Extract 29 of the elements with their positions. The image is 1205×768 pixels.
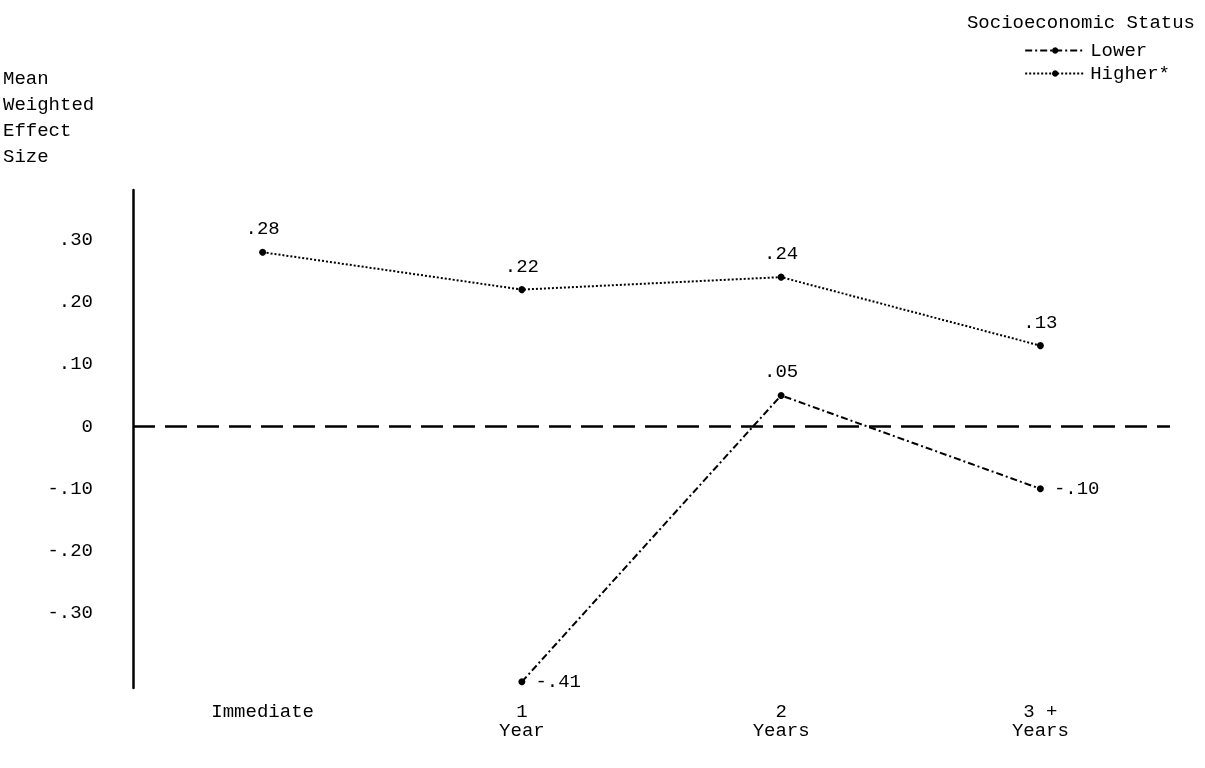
data-label: -.41 <box>535 670 581 693</box>
y-tick-label: 0 <box>81 415 93 438</box>
point <box>1036 485 1044 493</box>
legend-label: Higher* <box>1090 62 1171 85</box>
x-tick-label: 2 Years <box>752 700 810 742</box>
point <box>1036 342 1044 350</box>
y-tick-label: -.10 <box>47 477 93 500</box>
legend-title: Socioeconomic Status <box>966 11 1196 34</box>
legend-label: Lower <box>1090 39 1148 62</box>
y-tick-label: .10 <box>58 353 93 376</box>
data-label: .13 <box>1023 311 1058 334</box>
y-tick-label: .30 <box>58 228 93 251</box>
data-label: .22 <box>504 255 539 278</box>
y-axis-title: Mean Weighted Effect Size <box>3 68 95 168</box>
y-tick-label: -.30 <box>47 602 93 625</box>
point <box>518 286 526 294</box>
x-tick-label: Immediate <box>211 700 314 723</box>
data-label: -.10 <box>1053 477 1100 500</box>
point <box>518 678 526 686</box>
point <box>777 391 785 399</box>
point <box>777 273 785 281</box>
y-tick-label: .20 <box>58 291 93 314</box>
data-label: .05 <box>764 361 799 384</box>
data-label: .24 <box>764 243 799 266</box>
y-tick-label: -.20 <box>47 540 93 563</box>
x-tick-label: 1 Year <box>499 700 545 742</box>
x-tick-label: 3 + Years <box>1011 700 1069 742</box>
point <box>259 248 267 256</box>
data-label: .28 <box>245 218 280 241</box>
